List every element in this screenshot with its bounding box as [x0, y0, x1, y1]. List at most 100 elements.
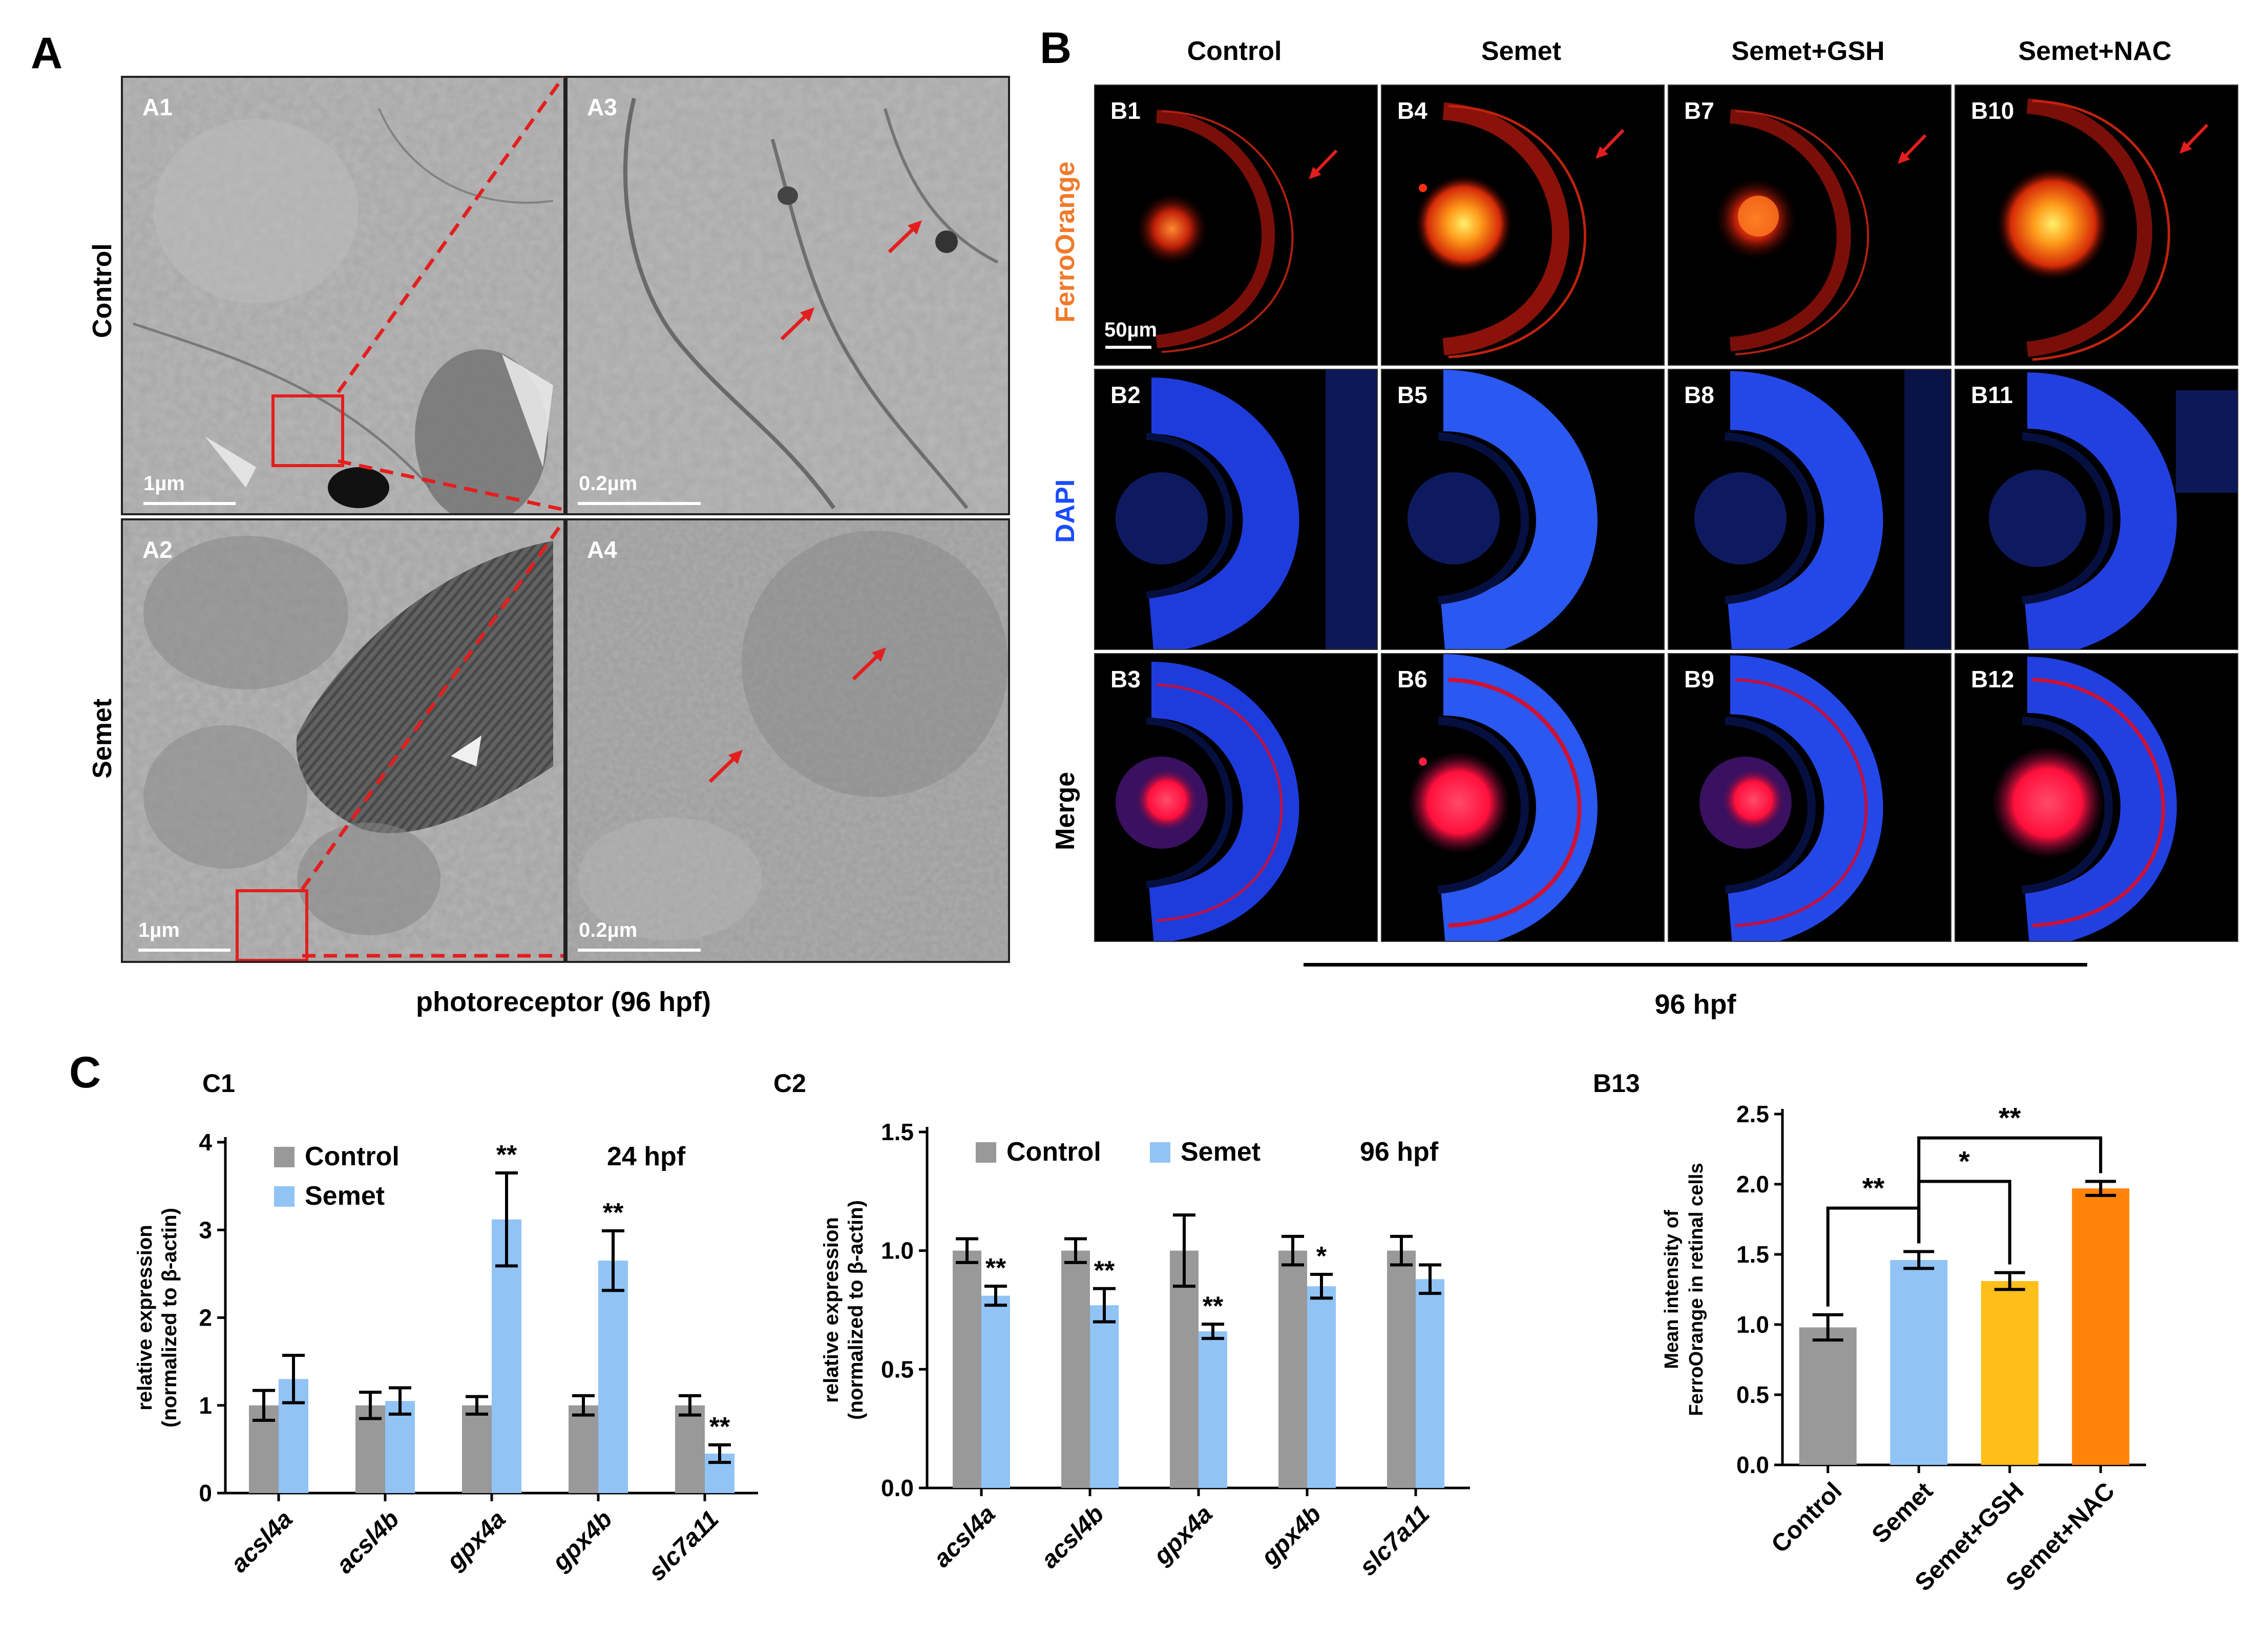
fl-panel-b2: B2	[1094, 369, 1378, 650]
sub-label-b11: B11	[1971, 382, 2013, 408]
col-label-control: Control	[1187, 36, 1282, 66]
red-arrow-a3-1	[780, 307, 814, 341]
x-tick-label: acsl4b	[1036, 1500, 1109, 1573]
bar-control-gpx4a	[1170, 1250, 1199, 1488]
y-axis-label-line2: (normalized to β-actin)	[158, 1208, 181, 1428]
sub-label-a4: A4	[587, 536, 617, 563]
fl-panel-b1: B1 50µm	[1094, 85, 1378, 366]
red-arrow-b1	[1309, 149, 1338, 179]
y-tick-label: 0	[199, 1480, 212, 1506]
fl-panel-b7: B7	[1668, 85, 1951, 366]
fl-panel-b12: B12	[1955, 653, 2238, 942]
caption-b: 96 hpf	[1654, 989, 1736, 1020]
zoom-box-a1	[271, 394, 344, 467]
y-axis-label-line1: Mean intensity of	[1661, 1210, 1683, 1369]
y-tick-label: 0.5	[1736, 1381, 1769, 1408]
bar-semet	[1890, 1260, 1948, 1465]
y-tick-label: 2.5	[1736, 1101, 1769, 1127]
chart-c1: C1 0 1 2 3 4 relative expression (normalized to…	[102, 1055, 768, 1634]
sub-label-b2: B2	[1110, 382, 1141, 408]
significance-label: **	[1862, 1172, 1885, 1204]
x-tick-label: gpx4b	[547, 1505, 618, 1576]
bar-semet-gpx4b	[598, 1261, 628, 1493]
chart-b13-svg: B13 0.0 0.5 1.0 1.5 2.0 2.5 Mean intensity of Fe…	[1593, 1069, 2146, 1597]
bar-control-acsl4b	[1061, 1250, 1090, 1488]
em-texture-a1	[123, 78, 563, 513]
sub-label-b7: B7	[1684, 97, 1714, 124]
fl-panel-b11: B11	[1955, 369, 2238, 650]
sub-label-a1: A1	[142, 94, 173, 120]
bar-semet+nac	[2072, 1188, 2130, 1465]
red-arrow-b10	[2179, 123, 2209, 154]
significance-label: **	[1094, 1256, 1115, 1286]
em-texture-a2	[123, 520, 563, 961]
x-tick-label: Control	[1766, 1477, 1847, 1558]
zoom-box-a2	[236, 889, 308, 961]
scale-text-a4: 0.2µm	[579, 919, 638, 941]
significance-label: *	[1316, 1242, 1327, 1271]
col-label-semet-gsh: Semet+GSH	[1731, 36, 1885, 66]
legend-label-semet: Semet	[305, 1181, 385, 1211]
fl-panel-b10: B10	[1955, 85, 2238, 366]
fl-panel-b8: B8	[1668, 369, 1951, 650]
legend-swatch-control	[976, 1142, 996, 1163]
panel-letter-b: B	[1040, 24, 1072, 73]
chart-title: B13	[1593, 1069, 1640, 1098]
red-arrow-b4	[1595, 129, 1625, 159]
panel-letter-a: A	[31, 29, 63, 78]
x-tick-label: Semet	[1867, 1477, 1938, 1548]
legend-swatch-semet	[1150, 1142, 1170, 1163]
sub-label-b4: B4	[1397, 97, 1427, 124]
y-tick-label: 0.0	[1736, 1452, 1769, 1478]
em-texture-a3	[568, 78, 1008, 513]
bar-semet-gpx4a	[1199, 1331, 1227, 1488]
sub-label-a3: A3	[587, 94, 617, 120]
y-tick-label: 1.5	[1736, 1241, 1769, 1268]
red-arrow-a4-1	[708, 750, 743, 783]
bar-control-slc7a11	[675, 1405, 705, 1493]
scale-text-a2: 1µm	[138, 919, 180, 941]
sub-label-b6: B6	[1397, 666, 1427, 692]
em-texture-a4	[568, 520, 1008, 961]
em-panel-a4: A4 0.2µm	[565, 518, 1010, 963]
y-tick-label: 4	[199, 1129, 212, 1156]
y-tick-label: 3	[199, 1216, 212, 1243]
y-tick-label: 0.0	[881, 1475, 914, 1501]
y-axis-label-line1: relative expression	[820, 1217, 843, 1402]
col-label-semet-nac: Semet+NAC	[2018, 36, 2172, 66]
legend-swatch-semet	[274, 1186, 295, 1207]
sub-label-b8: B8	[1684, 382, 1714, 408]
scale-bar-a3	[578, 502, 701, 505]
chart-annotation: 24 hpf	[607, 1142, 686, 1171]
chart-c2-svg: C2 0.0 0.5 1.0 1.5 relative expression (normal…	[773, 1069, 1470, 1581]
fl-panel-b3: B3	[1094, 653, 1378, 942]
y-axis-label-line2: (normalized to β-actin)	[845, 1200, 867, 1420]
em-panel-a1: A1 1µm	[121, 76, 565, 515]
scale-bar-a1	[143, 502, 236, 505]
scale-text-b1: 50µm	[1104, 319, 1158, 341]
chart-b13: B13 0.0 0.5 1.0 1.5 2.0 2.5 Mean intensity of Fe…	[1562, 1055, 2264, 1634]
x-tick-label: gpx4b	[1256, 1500, 1327, 1571]
red-arrow-a3-2	[888, 220, 922, 254]
panel-letter-c: C	[69, 1048, 101, 1097]
chart-title: C1	[202, 1069, 235, 1098]
y-tick-label: 2.0	[1736, 1171, 1769, 1198]
bar-control-gpx4b	[1278, 1250, 1307, 1488]
bar-control-slc7a11	[1387, 1250, 1416, 1488]
sub-label-b1: B1	[1110, 97, 1141, 124]
red-arrow-a4-2	[852, 647, 886, 681]
sub-label-b12: B12	[1971, 666, 2014, 692]
scale-text-a1: 1µm	[143, 472, 185, 495]
sub-label-b3: B3	[1110, 666, 1141, 692]
bar-semet-acsl4b	[385, 1401, 415, 1493]
caption-b-line	[1304, 963, 2087, 967]
x-tick-label: acsl4a	[225, 1505, 298, 1578]
row-label-merge: Merge	[1051, 771, 1080, 850]
significance-label: *	[1959, 1145, 1970, 1178]
sub-label-a2: A2	[142, 536, 173, 563]
x-tick-label: acsl4b	[331, 1505, 405, 1579]
bar-semet-acsl4a	[981, 1295, 1010, 1488]
scale-bar-a2	[138, 949, 230, 952]
legend-label-control: Control	[1006, 1137, 1101, 1167]
y-tick-label: 0.5	[881, 1356, 914, 1382]
